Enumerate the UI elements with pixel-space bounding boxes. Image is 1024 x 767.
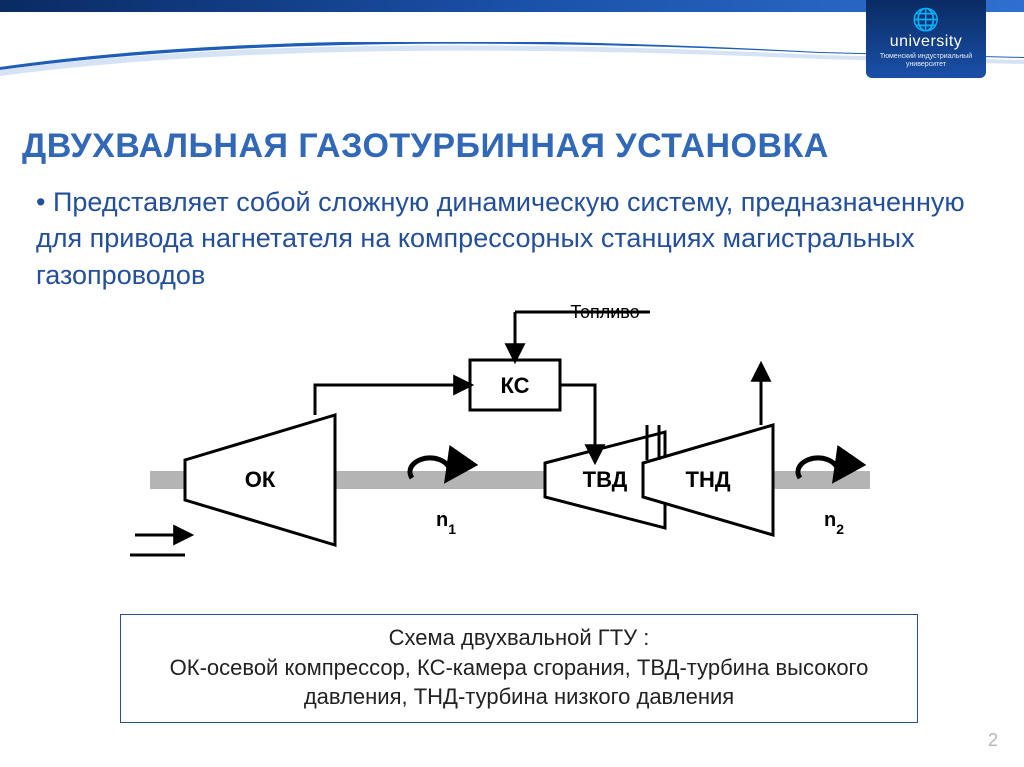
caption-title: Схема двухвальной ГТУ : <box>129 623 909 653</box>
svg-text:n2: n2 <box>824 509 844 537</box>
diagram-caption: Схема двухвальной ГТУ : ОК-осевой компре… <box>120 614 918 723</box>
logo-main-text: university <box>890 33 963 51</box>
university-logo: 🌐 university Тюменский индустриальный ун… <box>866 0 986 78</box>
slide-title: ДВУХВАЛЬНАЯ ГАЗОТУРБИННАЯ УСТАНОВКА <box>22 127 829 166</box>
logo-sub-text: Тюменский индустриальный университет <box>866 53 986 68</box>
body-paragraph: Представляет собой сложную динамическую … <box>36 187 965 290</box>
bullet-marker: • <box>36 187 53 217</box>
svg-text:ОК: ОК <box>245 467 276 492</box>
svg-text:ТНД: ТНД <box>686 467 731 492</box>
page-number: 2 <box>988 730 998 751</box>
body-text: • Представляет собой сложную динамическу… <box>36 184 976 293</box>
globe-icon: 🌐 <box>912 9 939 31</box>
turbine-diagram: ОКТВДТНДКСТопливоn1n2 <box>130 300 890 600</box>
caption-body: ОК-осевой компрессор, КС-камера сгорания… <box>129 653 909 712</box>
slide: 🌐 university Тюменский индустриальный ун… <box>0 0 1024 767</box>
svg-text:n1: n1 <box>436 509 456 537</box>
svg-text:КС: КС <box>500 373 529 398</box>
top-bar: 🌐 university Тюменский индустриальный ун… <box>0 0 1024 78</box>
svg-text:ТВД: ТВД <box>583 467 628 492</box>
